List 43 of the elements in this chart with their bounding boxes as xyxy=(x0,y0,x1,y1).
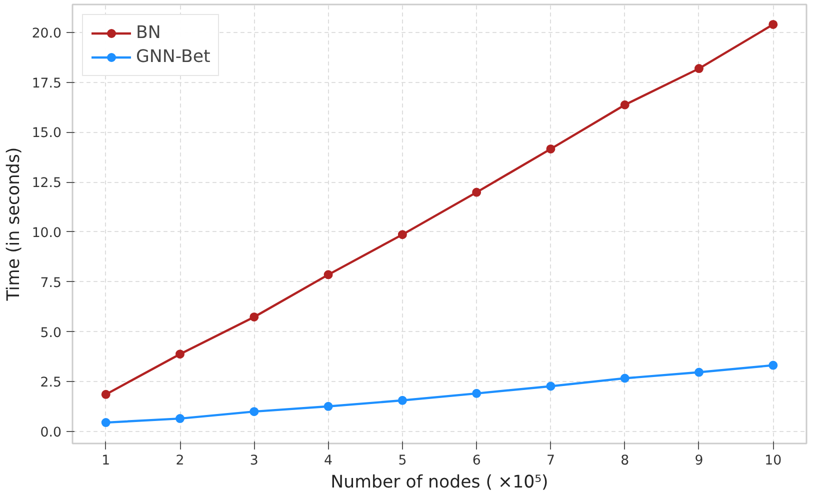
point xyxy=(620,374,630,383)
y-tick-label: 10.0 xyxy=(32,226,62,241)
x-tick-label: 5 xyxy=(398,454,407,468)
y-tick-label: 20.0 xyxy=(32,26,62,42)
y-tick-label: 7.5 xyxy=(40,276,62,291)
x-tick-label: 7 xyxy=(546,454,555,468)
point xyxy=(101,390,110,399)
x-axis-title: Number of nodes ( ×10⁵) xyxy=(330,472,548,492)
point xyxy=(546,144,556,154)
point xyxy=(768,20,778,29)
point xyxy=(546,382,556,391)
y-tick-label: 17.5 xyxy=(32,76,62,92)
x-tick-label: 4 xyxy=(324,454,333,468)
point xyxy=(398,230,407,240)
point xyxy=(694,64,704,74)
x-tick-label: 3 xyxy=(250,454,258,468)
y-axis-title: Time (in seconds) xyxy=(4,147,24,302)
x-tick-label: 9 xyxy=(694,454,704,468)
point xyxy=(472,188,482,197)
legend-label: BN xyxy=(136,23,161,43)
point xyxy=(472,388,482,398)
point xyxy=(250,312,259,322)
point xyxy=(768,360,778,370)
point xyxy=(694,368,704,377)
y-tick-label: 2.5 xyxy=(40,376,62,391)
point xyxy=(176,414,185,424)
x-tick-label: 6 xyxy=(472,454,481,468)
legend-label: GNN-Bet xyxy=(136,47,210,67)
y-tick-label: 0.0 xyxy=(40,426,62,441)
y-tick-label: 12.5 xyxy=(32,176,62,192)
point xyxy=(324,270,333,280)
x-tick-label: 10 xyxy=(764,454,782,468)
y-tick-label: 5.0 xyxy=(40,326,62,341)
point xyxy=(250,407,259,416)
x-tick-label: 8 xyxy=(620,454,630,468)
x-tick-label: 1 xyxy=(102,454,110,468)
point xyxy=(324,402,333,411)
point xyxy=(101,418,110,428)
y-tick-label: 15.0 xyxy=(32,126,62,142)
point xyxy=(398,396,407,405)
point xyxy=(176,350,185,359)
point xyxy=(620,100,630,110)
x-tick-label: 2 xyxy=(176,454,184,468)
